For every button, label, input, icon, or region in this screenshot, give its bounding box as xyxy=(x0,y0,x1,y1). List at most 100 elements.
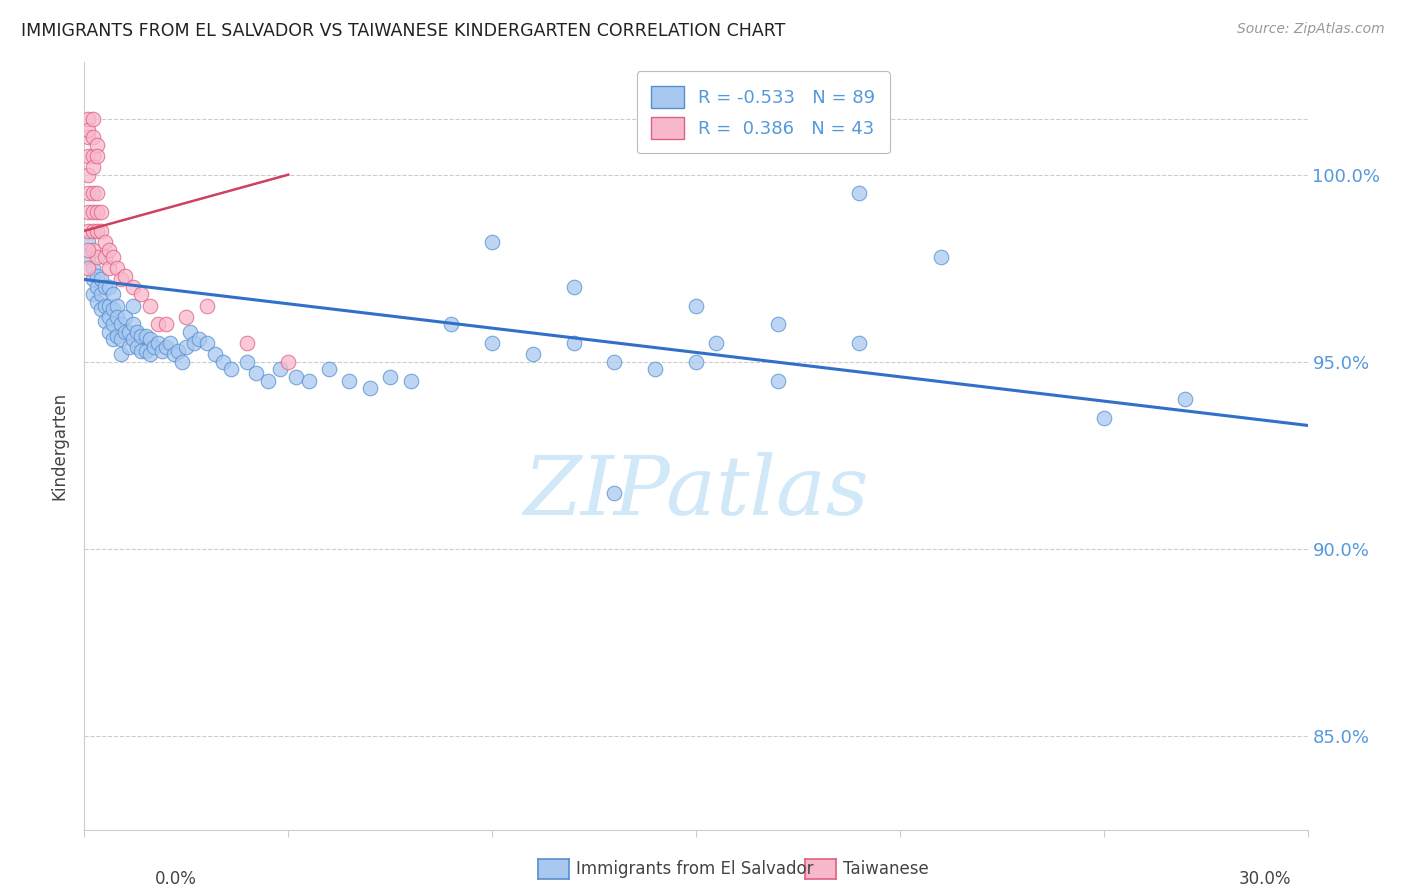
Point xyxy=(77,205,100,219)
Point xyxy=(86,137,108,152)
Point xyxy=(86,205,108,219)
Point xyxy=(127,325,149,339)
Point xyxy=(848,336,870,351)
Point xyxy=(114,310,136,324)
Point xyxy=(603,485,626,500)
Point xyxy=(219,362,242,376)
Point xyxy=(1092,411,1115,425)
Point xyxy=(187,332,209,346)
Point xyxy=(82,287,104,301)
Point xyxy=(929,250,952,264)
Point xyxy=(105,261,128,276)
Point xyxy=(159,336,181,351)
Point xyxy=(114,268,136,283)
Point xyxy=(90,287,112,301)
Point xyxy=(110,332,132,346)
Point xyxy=(277,355,299,369)
Point xyxy=(399,374,422,388)
Point xyxy=(195,336,218,351)
Point xyxy=(257,374,280,388)
Point xyxy=(179,325,201,339)
Point xyxy=(93,313,115,327)
Point xyxy=(138,299,160,313)
Point xyxy=(86,250,108,264)
Point xyxy=(82,112,104,126)
Point xyxy=(481,235,503,249)
Point xyxy=(110,318,132,332)
Point xyxy=(101,318,124,332)
Point xyxy=(766,374,789,388)
Point xyxy=(150,343,173,358)
Point xyxy=(97,243,120,257)
Point xyxy=(685,355,707,369)
Point xyxy=(86,224,108,238)
Point xyxy=(131,328,153,343)
Point xyxy=(105,310,128,324)
Point xyxy=(285,369,308,384)
Point xyxy=(766,318,789,332)
Point xyxy=(122,299,145,313)
Point xyxy=(135,328,157,343)
Point xyxy=(848,186,870,201)
Point xyxy=(93,280,115,294)
Text: 0.0%: 0.0% xyxy=(155,870,197,888)
Point xyxy=(118,325,141,339)
Point xyxy=(318,362,340,376)
Point xyxy=(101,332,124,346)
Point xyxy=(114,325,136,339)
Point xyxy=(298,374,321,388)
Point xyxy=(131,343,153,358)
Point xyxy=(245,366,267,380)
Point xyxy=(122,318,145,332)
Y-axis label: Kindergarten: Kindergarten xyxy=(51,392,69,500)
Text: Taiwanese: Taiwanese xyxy=(844,860,928,878)
Point xyxy=(142,340,165,354)
Point xyxy=(90,224,112,238)
Point xyxy=(93,299,115,313)
Point xyxy=(97,325,120,339)
Point xyxy=(77,123,100,137)
Point xyxy=(82,261,104,276)
Point xyxy=(1174,392,1197,407)
Text: Source: ZipAtlas.com: Source: ZipAtlas.com xyxy=(1237,22,1385,37)
Point xyxy=(105,328,128,343)
Point xyxy=(110,347,132,361)
Point xyxy=(77,112,100,126)
Point xyxy=(77,250,100,264)
Point xyxy=(138,332,160,346)
Point xyxy=(82,224,104,238)
Point xyxy=(77,186,100,201)
Point xyxy=(82,160,104,174)
Point xyxy=(163,347,186,361)
Point xyxy=(440,318,463,332)
Point xyxy=(77,261,100,276)
Point xyxy=(167,343,190,358)
Point xyxy=(110,272,132,286)
Point xyxy=(77,224,100,238)
Point xyxy=(93,250,115,264)
Point xyxy=(86,294,108,309)
Point xyxy=(339,374,361,388)
Text: ZIPatlas: ZIPatlas xyxy=(523,452,869,532)
Point xyxy=(82,243,104,257)
Point xyxy=(77,130,100,145)
Point xyxy=(195,299,218,313)
Point xyxy=(90,205,112,219)
Point xyxy=(127,340,149,354)
Legend: R = -0.533   N = 89, R =  0.386   N = 43: R = -0.533 N = 89, R = 0.386 N = 43 xyxy=(637,71,890,153)
Point xyxy=(122,332,145,346)
Point xyxy=(82,272,104,286)
Point xyxy=(146,318,169,332)
Point xyxy=(105,299,128,313)
Point xyxy=(212,355,235,369)
Point xyxy=(97,280,120,294)
Point xyxy=(77,243,100,257)
Text: IMMIGRANTS FROM EL SALVADOR VS TAIWANESE KINDERGARTEN CORRELATION CHART: IMMIGRANTS FROM EL SALVADOR VS TAIWANESE… xyxy=(21,22,786,40)
Point xyxy=(97,310,120,324)
Point xyxy=(82,149,104,163)
Point xyxy=(138,347,160,361)
Point xyxy=(131,287,153,301)
Point xyxy=(172,355,194,369)
Point xyxy=(77,149,100,163)
Point xyxy=(77,235,100,249)
